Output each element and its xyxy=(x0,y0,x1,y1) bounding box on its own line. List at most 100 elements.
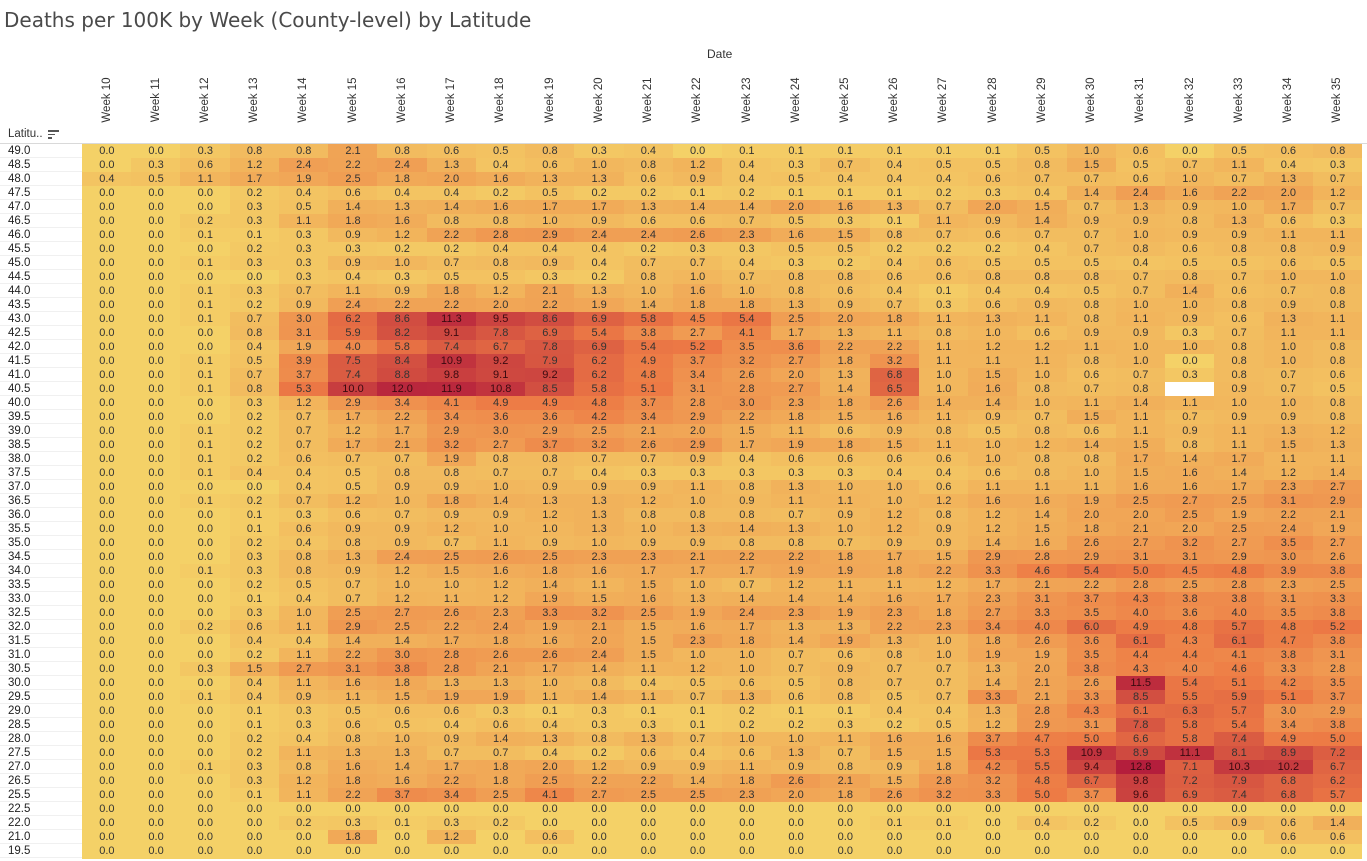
heatmap-cell[interactable]: 3.1 xyxy=(1066,718,1117,733)
heatmap-cell[interactable]: 0.5 xyxy=(426,270,477,285)
heatmap-cell[interactable]: 0.7 xyxy=(672,256,723,271)
heatmap-cell[interactable]: 0.2 xyxy=(229,438,280,453)
heatmap-cell[interactable]: 5.2 xyxy=(672,340,723,355)
heatmap-cell[interactable]: 3.4 xyxy=(672,368,723,383)
heatmap-cell[interactable]: 1.1 xyxy=(1312,452,1363,467)
heatmap-cell[interactable]: 2.3 xyxy=(574,550,625,565)
heatmap-cell[interactable]: 1.5 xyxy=(869,774,920,789)
heatmap-cell[interactable]: 0.8 xyxy=(1066,312,1117,327)
heatmap-cell[interactable]: 2.3 xyxy=(722,788,772,803)
heatmap-cell[interactable]: 0.1 xyxy=(180,466,231,481)
heatmap-cell[interactable]: 1.2 xyxy=(328,424,378,439)
heatmap-cell[interactable]: 0.6 xyxy=(229,620,280,635)
heatmap-cell[interactable]: 2.0 xyxy=(1017,662,1068,677)
heatmap-cell[interactable]: 1.0 xyxy=(623,522,674,537)
heatmap-cell[interactable]: 0.4 xyxy=(328,270,378,285)
heatmap-cell[interactable]: 0.0 xyxy=(82,312,132,327)
heatmap-cell[interactable] xyxy=(1165,382,1215,397)
heatmap-cell[interactable]: 1.6 xyxy=(672,284,723,299)
heatmap-cell[interactable]: 2.8 xyxy=(1214,578,1265,593)
heatmap-cell[interactable]: 0.0 xyxy=(180,844,231,859)
heatmap-cell[interactable]: 2.5 xyxy=(525,550,575,565)
heatmap-cell[interactable]: 1.2 xyxy=(968,718,1018,733)
heatmap-cell[interactable]: 6.2 xyxy=(574,368,625,383)
heatmap-cell[interactable]: 1.0 xyxy=(525,214,575,229)
heatmap-cell[interactable]: 0.0 xyxy=(180,410,231,425)
heatmap-cell[interactable]: 3.7 xyxy=(1312,690,1363,705)
heatmap-cell[interactable]: 0.0 xyxy=(1165,802,1215,817)
heatmap-cell[interactable]: 1.7 xyxy=(1214,480,1265,495)
heatmap-cell[interactable]: 0.3 xyxy=(475,704,526,719)
heatmap-cell[interactable]: 0.0 xyxy=(278,830,329,845)
heatmap-cell[interactable]: 0.1 xyxy=(918,816,969,831)
heatmap-cell[interactable]: 2.9 xyxy=(426,424,477,439)
heatmap-cell[interactable]: 1.5 xyxy=(1066,410,1117,425)
heatmap-cell[interactable]: 0.0 xyxy=(131,788,181,803)
heatmap-cell[interactable]: 1.0 xyxy=(672,270,723,285)
heatmap-cell[interactable]: 8.6 xyxy=(377,312,428,327)
heatmap-cell[interactable]: 1.6 xyxy=(918,732,969,747)
heatmap-cell[interactable]: 1.1 xyxy=(278,648,329,663)
heatmap-cell[interactable]: 2.8 xyxy=(426,648,477,663)
heatmap-cell[interactable]: 1.6 xyxy=(475,172,526,187)
heatmap-cell[interactable]: 1.6 xyxy=(623,592,674,607)
heatmap-cell[interactable]: 0.7 xyxy=(722,578,772,593)
heatmap-cell[interactable]: 1.2 xyxy=(229,158,280,173)
heatmap-cell[interactable]: 1.3 xyxy=(328,746,378,761)
heatmap-cell[interactable]: 0.9 xyxy=(525,480,575,495)
heatmap-cell[interactable]: 0.7 xyxy=(278,424,329,439)
heatmap-cell[interactable]: 0.0 xyxy=(869,802,920,817)
heatmap-cell[interactable]: 0.1 xyxy=(229,228,280,243)
heatmap-cell[interactable]: 0.0 xyxy=(525,844,575,859)
heatmap-cell[interactable]: 0.0 xyxy=(82,242,132,257)
row-label[interactable]: 48.0 xyxy=(0,172,82,186)
heatmap-cell[interactable]: 0.0 xyxy=(82,774,132,789)
heatmap-cell[interactable]: 0.5 xyxy=(1214,256,1265,271)
heatmap-cell[interactable]: 0.0 xyxy=(82,466,132,481)
heatmap-cell[interactable]: 1.2 xyxy=(475,284,526,299)
heatmap-cell[interactable]: 1.0 xyxy=(1165,172,1215,187)
heatmap-cell[interactable]: 1.0 xyxy=(1115,298,1166,313)
heatmap-cell[interactable]: 2.1 xyxy=(672,550,723,565)
column-header[interactable]: Week 10 xyxy=(82,70,131,130)
heatmap-cell[interactable]: 1.1 xyxy=(1263,326,1314,341)
heatmap-cell[interactable]: 0.2 xyxy=(820,256,871,271)
heatmap-cell[interactable]: 0.7 xyxy=(918,676,969,691)
heatmap-cell[interactable]: 0.7 xyxy=(1165,158,1215,173)
heatmap-cell[interactable]: 2.1 xyxy=(623,424,674,439)
heatmap-cell[interactable]: 11.3 xyxy=(426,312,477,327)
heatmap-cell[interactable]: 2.6 xyxy=(1017,634,1068,649)
heatmap-cell[interactable]: 8.1 xyxy=(1214,746,1265,761)
row-label[interactable]: 42.5 xyxy=(0,326,82,340)
heatmap-cell[interactable]: 1.1 xyxy=(918,214,969,229)
heatmap-cell[interactable]: 0.0 xyxy=(1312,844,1363,859)
heatmap-cell[interactable]: 0.7 xyxy=(672,690,723,705)
heatmap-cell[interactable]: 1.8 xyxy=(426,284,477,299)
heatmap-cell[interactable]: 0.0 xyxy=(82,522,132,537)
heatmap-cell[interactable]: 2.3 xyxy=(771,606,821,621)
heatmap-cell[interactable]: 0.4 xyxy=(525,242,575,257)
heatmap-cell[interactable]: 0.9 xyxy=(426,732,477,747)
heatmap-cell[interactable]: 0.8 xyxy=(672,508,723,523)
heatmap-cell[interactable]: 1.2 xyxy=(328,494,378,509)
heatmap-cell[interactable]: 0.7 xyxy=(278,410,329,425)
heatmap-cell[interactable]: 1.5 xyxy=(229,662,280,677)
heatmap-cell[interactable]: 3.8 xyxy=(1312,564,1363,579)
heatmap-cell[interactable]: 0.9 xyxy=(672,452,723,467)
heatmap-cell[interactable]: 1.1 xyxy=(918,340,969,355)
column-header[interactable]: Week 11 xyxy=(131,70,180,130)
heatmap-cell[interactable]: 1.0 xyxy=(1263,396,1314,411)
heatmap-cell[interactable]: 1.8 xyxy=(377,676,428,691)
heatmap-cell[interactable]: 0.9 xyxy=(525,536,575,551)
heatmap-cell[interactable]: 2.0 xyxy=(1165,522,1215,537)
heatmap-cell[interactable]: 0.2 xyxy=(574,746,625,761)
heatmap-cell[interactable]: 1.9 xyxy=(771,438,821,453)
heatmap-cell[interactable]: 0.2 xyxy=(574,270,625,285)
heatmap-cell[interactable]: 0.0 xyxy=(623,802,674,817)
heatmap-cell[interactable]: 0.8 xyxy=(1115,382,1166,397)
heatmap-cell[interactable]: 0.5 xyxy=(968,424,1018,439)
heatmap-cell[interactable]: 0.9 xyxy=(623,480,674,495)
heatmap-cell[interactable]: 0.0 xyxy=(180,508,231,523)
heatmap-cell[interactable]: 6.5 xyxy=(869,382,920,397)
heatmap-cell[interactable]: 3.6 xyxy=(475,410,526,425)
